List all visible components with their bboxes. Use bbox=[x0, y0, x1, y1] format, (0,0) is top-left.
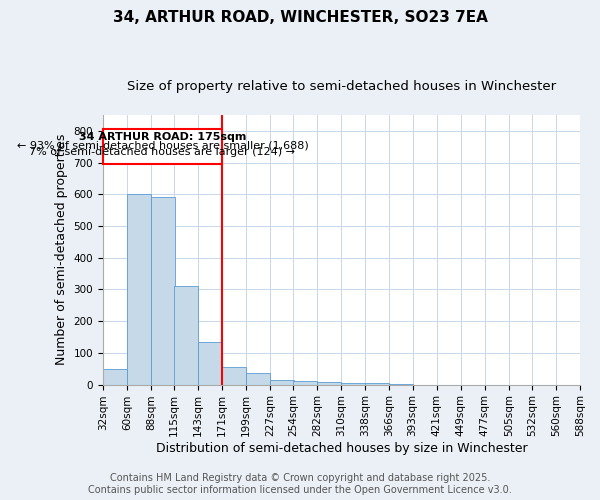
Bar bbox=[198, 342, 222, 384]
Text: 34 ARTHUR ROAD: 175sqm: 34 ARTHUR ROAD: 175sqm bbox=[79, 132, 246, 142]
Bar bbox=[151, 198, 175, 384]
Bar bbox=[317, 382, 341, 384]
Text: 7% of semi-detached houses are larger (124) →: 7% of semi-detached houses are larger (1… bbox=[29, 148, 295, 158]
Bar bbox=[127, 194, 151, 384]
Text: ← 93% of semi-detached houses are smaller (1,688): ← 93% of semi-detached houses are smalle… bbox=[17, 140, 308, 150]
FancyBboxPatch shape bbox=[103, 130, 221, 164]
Bar bbox=[222, 367, 246, 384]
Y-axis label: Number of semi-detached properties: Number of semi-detached properties bbox=[55, 134, 68, 366]
Bar bbox=[103, 368, 127, 384]
Bar bbox=[293, 381, 317, 384]
Bar bbox=[365, 383, 389, 384]
X-axis label: Distribution of semi-detached houses by size in Winchester: Distribution of semi-detached houses by … bbox=[155, 442, 527, 455]
Bar bbox=[246, 372, 270, 384]
Bar bbox=[174, 286, 198, 384]
Text: 34, ARTHUR ROAD, WINCHESTER, SO23 7EA: 34, ARTHUR ROAD, WINCHESTER, SO23 7EA bbox=[113, 10, 487, 25]
Title: Size of property relative to semi-detached houses in Winchester: Size of property relative to semi-detach… bbox=[127, 80, 556, 93]
Bar bbox=[341, 383, 365, 384]
Bar bbox=[270, 380, 294, 384]
Text: Contains HM Land Registry data © Crown copyright and database right 2025.
Contai: Contains HM Land Registry data © Crown c… bbox=[88, 474, 512, 495]
